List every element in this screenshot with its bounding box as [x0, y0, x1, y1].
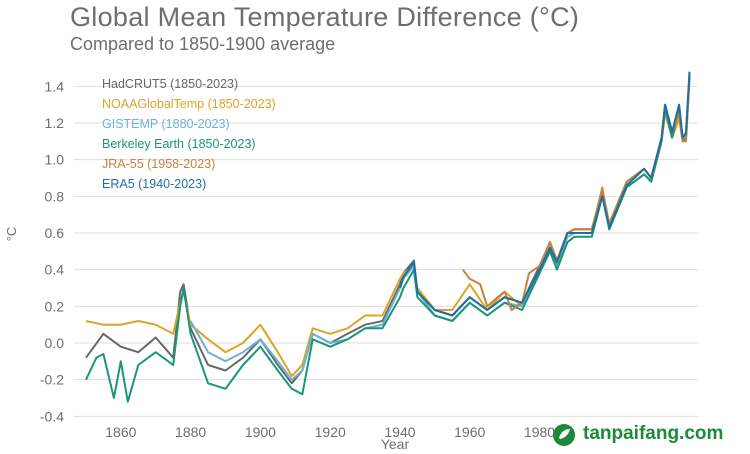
x-tick-label: 1940 [384, 424, 415, 440]
series-line-jra-55 [462, 78, 691, 311]
series-line-berkeley-earth [85, 77, 691, 403]
y-tick-label: 0.8 [45, 188, 65, 204]
watermark-text: tanpaifang.com [580, 423, 727, 445]
grid-lines [74, 85, 698, 417]
x-tick-label: 1980 [524, 424, 555, 440]
x-tick-label: 1880 [175, 424, 206, 440]
y-axis-label: °C [4, 227, 19, 242]
y-tick-label: 1.4 [45, 78, 65, 94]
chart-subtitle: Compared to 1850-1900 average [70, 34, 336, 54]
x-axis-label: Year [381, 436, 410, 452]
y-tick-label: 0.0 [45, 335, 65, 351]
legend-item-era5: ERA5 (1940-2023) [102, 177, 207, 191]
tanpaifang-logo-icon [553, 424, 575, 446]
y-tick-label: 0.4 [45, 262, 65, 278]
legend-item-hadcrut5: HadCRUT5 (1850-2023) [102, 77, 239, 91]
series-lines [85, 71, 691, 403]
series-line-era5 [399, 71, 691, 317]
y-tick-label: 0.2 [45, 298, 65, 314]
x-tick-label: 1900 [245, 424, 276, 440]
legend-item-gistemp: GISTEMP (1880-2023) [102, 117, 230, 131]
watermark: tanpaifang.com [548, 420, 748, 450]
y-tick-label: 1.2 [45, 115, 65, 131]
legend-item-jra-55: JRA-55 (1958-2023) [102, 157, 216, 171]
x-tick-label: 1860 [105, 424, 136, 440]
x-tick-label: 1960 [454, 424, 485, 440]
chart-title: Global Mean Temperature Difference (°C) [70, 2, 580, 32]
y-tick-label: 1.0 [45, 152, 65, 168]
y-tick-label: -0.4 [40, 408, 64, 424]
y-tick-label: 0.6 [45, 225, 65, 241]
legend-item-noaaglobaltemp: NOAAGlobalTemp (1850-2023) [102, 97, 276, 111]
y-tick-labels: -0.4 -0.2 0.0 0.2 0.4 0.6 0.8 1.0 1.2 1.4 [40, 78, 64, 424]
legend-item-berkeley-earth: Berkeley Earth (1850-2023) [102, 137, 256, 151]
x-tick-label: 1920 [315, 424, 346, 440]
y-tick-label: -0.2 [40, 372, 64, 388]
